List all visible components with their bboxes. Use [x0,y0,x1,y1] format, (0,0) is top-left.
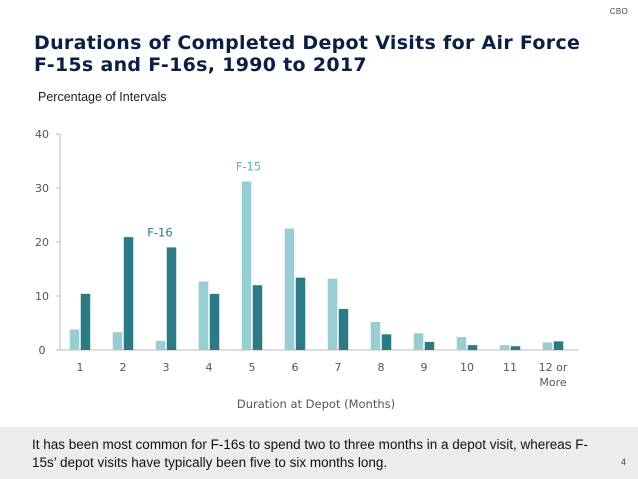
x-tick-label: 5 [249,361,256,374]
bar-f15-8 [370,321,381,350]
y-tick-label: 30 [35,182,49,195]
x-tick-label: 8 [378,361,385,374]
y-tick-label: 10 [35,290,49,303]
y-tick-label: 20 [35,236,49,249]
footer-bar: It has been most common for F-16s to spe… [0,427,638,479]
bar-f16-8 [381,334,392,350]
x-axis-title: Duration at Depot (Months) [237,397,395,411]
page-number: 4 [620,457,626,467]
bar-f15-7 [327,278,338,350]
bar-f16-4 [209,293,220,350]
bar-f16-2 [123,237,134,350]
bar-f16-7 [338,308,349,350]
x-tick-label: 3 [163,361,170,374]
series-annotation-f-16: F-16 [147,225,172,239]
x-tick-label: 11 [503,361,517,374]
cbo-logo: CBO [609,7,628,16]
bar-f15-6 [284,228,295,350]
bar-f16-12 [553,341,564,350]
bar-f16-6 [295,277,306,350]
bar-f16-11 [510,346,521,350]
x-tick-label-line2: More [539,376,567,389]
x-tick-label-line1: 12 or [539,361,568,374]
bar-f15-1 [69,329,80,350]
footer-caption: It has been most common for F-16s to spe… [32,437,589,470]
bar-f16-9 [424,341,435,350]
bar-f15-12 [542,342,553,350]
bar-f15-3 [155,340,166,350]
page-title: Durations of Completed Depot Visits for … [34,32,581,76]
bar-chart: 0 10 20 30 40 1 2 3 4 5 6 7 8 9 10 11 12 or More F-15 F-16 D… [35,128,578,411]
y-tick-label: 40 [35,128,49,141]
bar-f16-10 [467,345,478,350]
y-axis-label: Percentage of Intervals [38,90,167,104]
x-tick-label: 2 [120,361,127,374]
series-annotation-f-15: F-15 [236,160,261,174]
x-tick-label: 10 [460,361,474,374]
bar-f15-5 [241,181,252,350]
x-tick-label: 4 [206,361,213,374]
x-tick-label: 6 [292,361,299,374]
bar-f15-10 [456,337,467,350]
bar-f15-9 [413,333,424,350]
x-tick-label: 1 [77,361,84,374]
x-tick-label: 7 [335,361,342,374]
bar-f16-1 [80,293,91,350]
bar-f16-3 [166,247,177,350]
bar-f15-2 [112,332,123,350]
bar-f16-5 [252,285,263,350]
x-tick-label: 9 [421,361,428,374]
y-tick-label: 0 [39,344,46,357]
bar-f15-4 [198,281,209,350]
bar-f15-11 [499,345,510,350]
